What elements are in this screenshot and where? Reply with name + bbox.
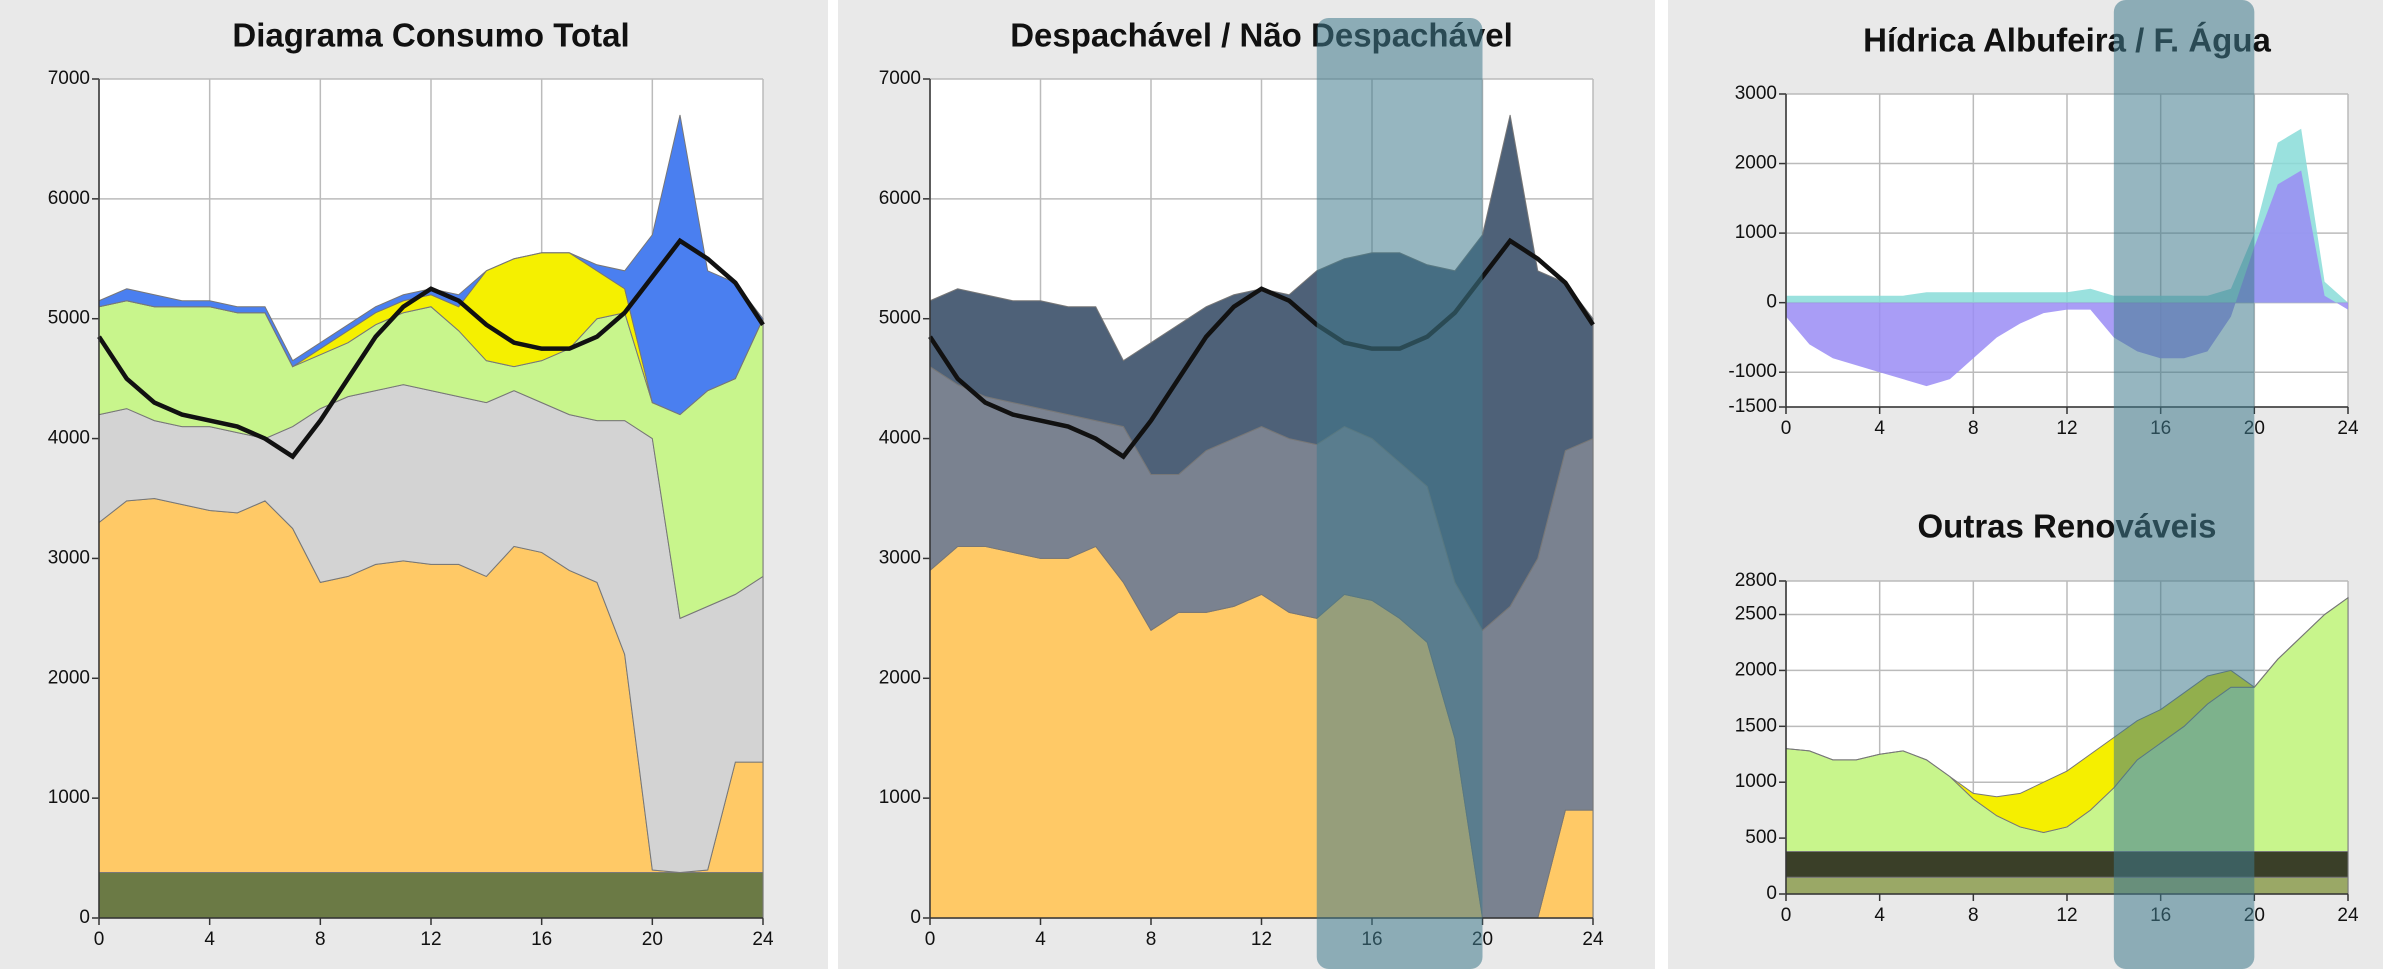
x-tick-label: 12 [2056,418,2077,439]
y-tick-label: 1000 [1735,222,1777,243]
y-tick-label: 0 [1766,292,1777,313]
y-tick-label: 4000 [48,428,90,449]
x-tick-label: 12 [2056,905,2077,926]
y-tick-label: 3000 [879,547,921,568]
x-tick-label: 4 [1874,905,1885,926]
selection-band [2113,0,2255,969]
x-tick-label: 12 [420,929,441,950]
y-tick-label: 2000 [1735,659,1777,680]
area [1785,876,2349,895]
y-tick-label: 0 [79,907,90,928]
y-tick-label: 1000 [1735,771,1777,792]
chart-title: Diagrama Consumo Total [232,17,629,54]
y-tick-label: -1500 [1728,396,1777,417]
selection-band [1316,18,1483,969]
x-tick-label: 24 [2337,418,2359,439]
area [1785,597,2349,834]
y-tick-label: 3000 [48,547,90,568]
x-tick-label: 24 [1582,929,1604,950]
x-tick-label: 24 [2337,905,2359,926]
x-tick-label: 20 [642,929,663,950]
y-tick-label: 2500 [1735,604,1777,625]
y-tick-label: 6000 [879,188,921,209]
x-tick-label: 0 [94,929,105,950]
x-tick-label: 0 [925,929,936,950]
x-tick-label: 8 [1146,929,1157,950]
x-tick-label: 0 [1781,905,1792,926]
area [98,114,764,416]
x-tick-label: 8 [1968,905,1979,926]
y-tick-label: -1000 [1728,361,1777,382]
y-tick-label: 5000 [879,308,921,329]
x-tick-label: 8 [1968,418,1979,439]
x-tick-label: 4 [204,929,215,950]
y-tick-label: 1000 [879,787,921,808]
x-tick-label: 12 [1251,929,1272,950]
x-tick-label: 0 [1781,418,1792,439]
area [1785,851,2349,878]
y-tick-label: 2000 [879,667,921,688]
x-tick-label: 24 [752,929,774,950]
y-tick-label: 7000 [48,68,90,89]
line [97,237,765,460]
y-tick-label: 2000 [1735,153,1777,174]
y-tick-label: 1000 [48,787,90,808]
y-tick-label: 4000 [879,428,921,449]
area [98,871,764,919]
x-tick-label: 16 [531,929,552,950]
y-tick-label: 1500 [1735,715,1777,736]
y-tick-label: 500 [1745,827,1777,848]
y-tick-label: 5000 [48,308,90,329]
x-tick-label: 8 [315,929,326,950]
y-tick-label: 2000 [48,667,90,688]
y-tick-label: 6000 [48,188,90,209]
y-tick-label: 0 [910,907,921,928]
y-tick-label: 0 [1766,883,1777,904]
y-tick-label: 2800 [1735,570,1777,591]
y-tick-label: 3000 [1735,83,1777,104]
x-tick-label: 4 [1035,929,1046,950]
x-tick-label: 4 [1874,418,1885,439]
y-tick-label: 7000 [879,68,921,89]
